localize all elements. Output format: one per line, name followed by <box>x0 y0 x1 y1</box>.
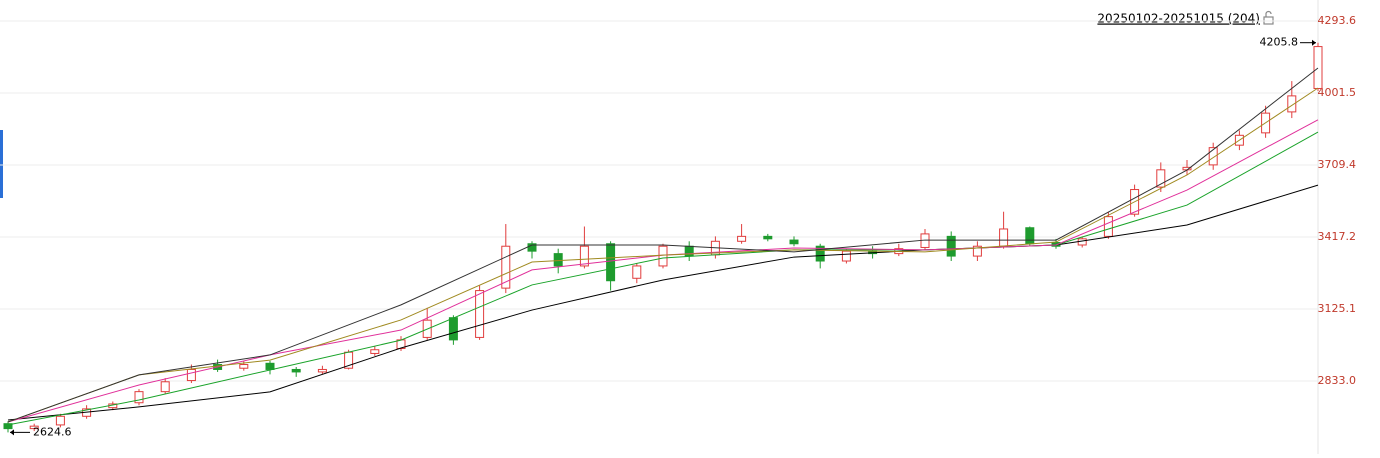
candle-body <box>55 415 65 426</box>
y-tick-label: 4293.6 <box>1318 14 1357 27</box>
candle-body <box>291 368 301 373</box>
ma-line <box>7 184 1319 421</box>
candle-body <box>815 245 825 262</box>
candle-body <box>946 235 956 257</box>
candle-body <box>501 245 511 289</box>
candle-body <box>134 391 144 404</box>
y-tick-label: 3125.1 <box>1318 302 1357 315</box>
side-marker <box>0 130 3 198</box>
candle-body <box>658 245 668 267</box>
candle-body <box>737 235 747 242</box>
candle-body <box>841 250 851 262</box>
candle-body <box>1025 227 1035 245</box>
candle-body <box>239 364 249 369</box>
high-label: 4205.8 <box>1260 36 1299 49</box>
low-label: 2624.6 <box>33 425 72 438</box>
range-label[interactable]: 20250102-20251015 (204) <box>1097 12 1260 26</box>
candle-body <box>1313 46 1323 89</box>
candle-body <box>1287 95 1297 113</box>
candle-body <box>632 265 642 279</box>
candle-body <box>789 239 799 245</box>
candle-body <box>972 245 982 257</box>
candle-body <box>265 362 275 370</box>
ma-line <box>7 67 1319 423</box>
candle-body <box>186 368 196 382</box>
y-tick-label: 2833.0 <box>1318 374 1357 387</box>
candle-body <box>527 243 537 252</box>
ma-line <box>7 131 1319 426</box>
candle-body <box>317 368 327 373</box>
candle-body <box>370 349 380 354</box>
low-arrowhead <box>10 429 14 436</box>
ma-line <box>7 87 1319 423</box>
candle-body <box>448 317 458 341</box>
y-tick-label: 3709.4 <box>1318 158 1357 171</box>
candle-body <box>1208 147 1218 166</box>
candle-body <box>763 235 773 240</box>
high-arrowhead <box>1312 39 1316 46</box>
candle-body <box>579 245 589 267</box>
candle-body <box>999 228 1009 247</box>
candle-body <box>29 425 39 430</box>
candle-body <box>553 253 563 267</box>
candle-body <box>475 290 485 338</box>
candle-body <box>1156 169 1166 188</box>
candle-body <box>1103 216 1113 237</box>
candle-body <box>606 243 616 282</box>
candle-body <box>160 381 170 393</box>
lock-icon[interactable] <box>1263 10 1274 25</box>
y-tick-label: 3417.2 <box>1318 230 1357 243</box>
y-tick-label: 4001.5 <box>1318 86 1357 99</box>
plot: 2833.0 3125.1 3417.2 3709.4 4001.5 4293.6 4205… <box>0 14 1356 438</box>
candle-body <box>3 423 13 430</box>
